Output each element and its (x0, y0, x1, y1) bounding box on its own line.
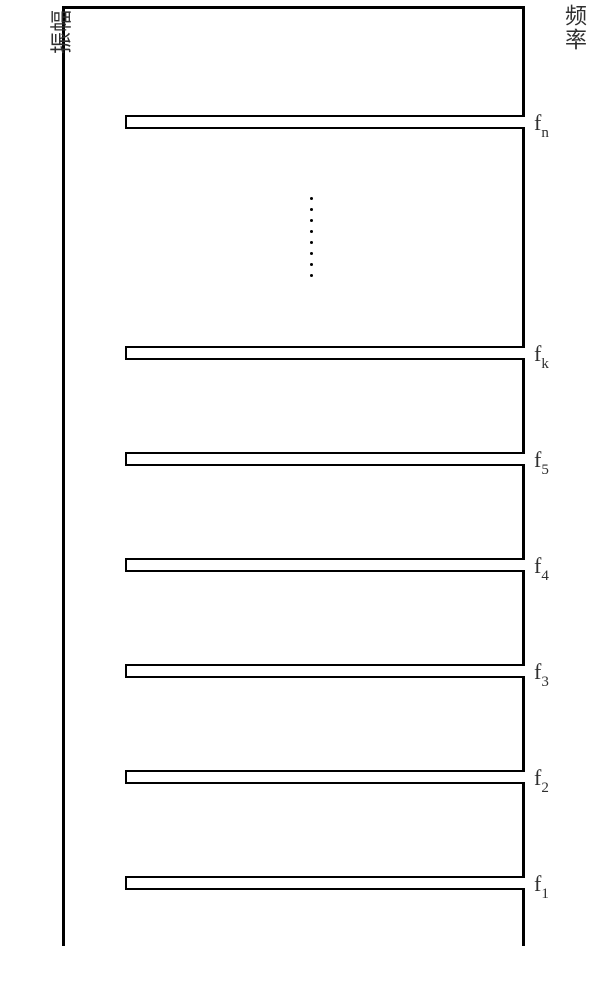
ellipsis-dot (310, 274, 313, 277)
x-tick-label: f3 (534, 659, 549, 688)
ellipsis-dot (310, 241, 313, 244)
x-tick-label: f1 (534, 871, 549, 900)
ellipsis-dot (310, 208, 313, 211)
x-tick-label: f2 (534, 765, 549, 794)
spectrum-bar (125, 452, 525, 466)
spectrum-bar (125, 876, 525, 890)
ellipsis-icon (310, 197, 313, 277)
spectrum-bar (125, 770, 525, 784)
x-tick-label: f4 (534, 553, 549, 582)
ellipsis-dot (310, 219, 313, 222)
ellipsis-dot (310, 263, 313, 266)
x-tick-label: f5 (534, 447, 549, 476)
spectrum-bar (125, 115, 525, 129)
spectrum-bar (125, 346, 525, 360)
x-axis-title: 频率 (558, 4, 590, 52)
spectrum-bar (125, 558, 525, 572)
spectrum-bar (125, 664, 525, 678)
x-tick-label: fk (534, 341, 549, 370)
y-axis-title: 振幅 (44, 10, 76, 54)
ellipsis-dot (310, 252, 313, 255)
x-axis-line (522, 9, 525, 946)
x-tick-label: fn (534, 110, 549, 139)
ellipsis-dot (310, 197, 313, 200)
ellipsis-dot (310, 230, 313, 233)
plot-frame (62, 6, 525, 946)
